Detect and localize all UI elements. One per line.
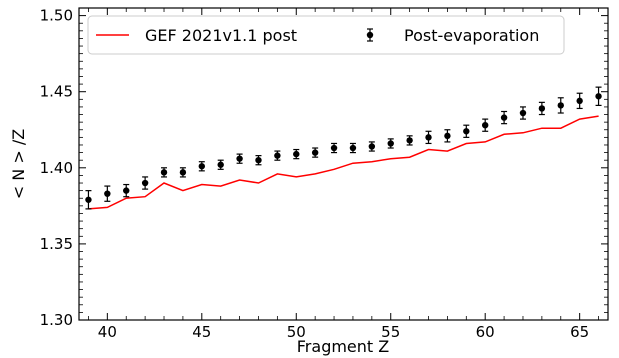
data-point: [85, 196, 92, 203]
data-point: [160, 169, 168, 176]
x-tick-label: 65: [570, 323, 589, 341]
data-point: [500, 114, 508, 121]
legend: GEF 2021v1.1 post Post-evaporation: [87, 15, 565, 55]
legend-label-gef: GEF 2021v1.1 post: [145, 26, 297, 45]
y-axis-label: < N > /Z: [9, 129, 28, 199]
x-tick-label: 45: [192, 323, 211, 341]
data-point: [406, 137, 413, 144]
data-point: [519, 109, 527, 117]
data-point: [576, 97, 583, 105]
y-tick-label: 1.40: [40, 159, 73, 177]
data-point: [330, 144, 338, 152]
y-tick-label: 1.45: [40, 83, 73, 101]
data-point: [311, 149, 319, 156]
data-point: [217, 161, 224, 168]
data-point: [481, 121, 489, 129]
x-tick-label: 40: [98, 323, 117, 341]
data-point: [123, 187, 130, 194]
data-point: [595, 93, 602, 100]
data-point: [198, 163, 206, 170]
x-tick-label: 50: [287, 323, 306, 341]
data-point: [557, 102, 564, 109]
y-tick-label: 1.50: [40, 7, 73, 25]
x-axis-label: Fragment Z: [297, 337, 390, 356]
y-tick-label: 1.35: [40, 235, 73, 253]
data-point: [463, 128, 470, 135]
data-point: [444, 132, 451, 140]
data-point: [236, 155, 243, 162]
data-point: [538, 105, 546, 112]
marks: [85, 86, 602, 210]
data-point: [255, 156, 262, 164]
data-point: [368, 143, 376, 150]
data-point: [141, 179, 149, 187]
data-point: [274, 152, 281, 159]
data-point: [104, 190, 111, 197]
y-tick-label: 1.30: [40, 311, 73, 329]
series-line-gef: [88, 115, 599, 210]
legend-point-marker: [366, 31, 374, 39]
data-point: [387, 140, 394, 147]
legend-label-post-evaporation: Post-evaporation: [404, 26, 539, 45]
legend-box: [87, 15, 565, 55]
ticks: 40 45 50 55 60 65 1.30 1.35 1.40 1.45 1.50: [40, 7, 608, 341]
data-point: [425, 134, 432, 141]
data-point: [349, 144, 357, 152]
x-tick-label: 55: [381, 323, 400, 341]
x-tick-label: 60: [476, 323, 495, 341]
data-point: [293, 150, 300, 158]
plot-frame: [78, 7, 609, 321]
data-point: [179, 169, 187, 176]
